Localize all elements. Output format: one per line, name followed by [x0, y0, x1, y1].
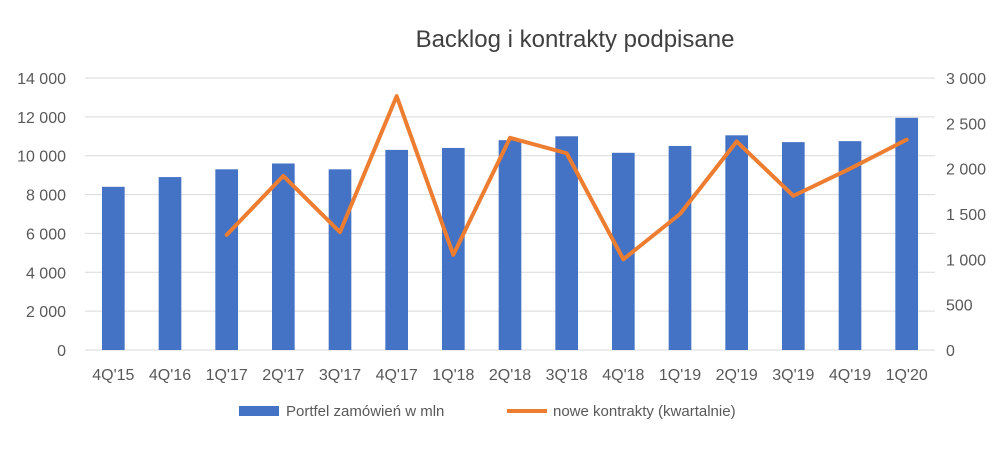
left-tick-label: 12 000 — [17, 110, 66, 127]
x-tick-label: 1Q'17 — [206, 367, 248, 384]
bar — [498, 140, 522, 350]
chart-title: Backlog i kontrakty podpisane — [416, 26, 735, 53]
x-axis-ticks: 4Q'15 4Q'16 1Q'17 2Q'17 3Q'17 4Q'17 1Q'18 2Q'18… — [92, 367, 928, 384]
line-point — [339, 231, 341, 233]
line-point — [452, 254, 454, 256]
x-tick-label: 2Q'17 — [262, 367, 304, 384]
bar — [895, 117, 918, 350]
bar — [102, 186, 125, 350]
left-tick-label: 10 000 — [17, 149, 66, 166]
legend: Portfel zamówień w mln nowe kontrakty (k… — [239, 403, 736, 420]
bar — [612, 152, 635, 350]
x-tick-label: 4Q'18 — [602, 367, 644, 384]
line-point — [509, 137, 511, 139]
x-tick-label: 3Q'19 — [772, 367, 814, 384]
line-point — [282, 175, 284, 177]
x-tick-label: 3Q'18 — [546, 367, 588, 384]
line-point — [792, 195, 794, 197]
line-point — [736, 140, 738, 142]
line-point — [679, 213, 681, 215]
right-tick-label: 1 500 — [946, 207, 986, 224]
right-tick-label: 1 000 — [946, 252, 986, 269]
bar — [668, 146, 692, 350]
right-tick-label: 2 500 — [946, 116, 986, 133]
bar — [725, 135, 748, 350]
x-tick-label: 1Q'18 — [432, 367, 474, 384]
x-tick-label: 1Q'20 — [886, 367, 928, 384]
bar — [272, 163, 295, 350]
bar — [782, 142, 805, 350]
bar — [158, 177, 182, 350]
left-tick-label: 14 000 — [17, 71, 66, 88]
right-tick-label: 3 000 — [946, 71, 986, 88]
line-point — [396, 95, 398, 97]
left-tick-label: 2 000 — [26, 304, 66, 321]
line-point — [566, 152, 568, 154]
x-tick-label: 3Q'17 — [319, 367, 361, 384]
line-point — [622, 258, 624, 260]
x-tick-label: 2Q'18 — [489, 367, 531, 384]
legend-swatch-bar — [239, 406, 279, 416]
left-axis-ticks: 0 2 000 4 000 6 000 8 000 10 000 12 000 14 000 — [17, 71, 66, 360]
bar — [385, 149, 408, 350]
bar-series — [102, 117, 918, 350]
x-tick-label: 2Q'19 — [716, 367, 758, 384]
right-tick-label: 2 000 — [946, 162, 986, 179]
x-tick-label: 4Q'19 — [829, 367, 871, 384]
bar — [555, 136, 578, 350]
legend-label-line: nowe kontrakty (kwartalnie) — [553, 403, 736, 420]
legend-label-bar: Portfel zamówień w mln — [286, 403, 444, 420]
left-tick-label: 0 — [57, 343, 66, 360]
x-tick-label: 4Q'17 — [376, 367, 418, 384]
x-tick-label: 4Q'15 — [92, 367, 134, 384]
bar — [215, 169, 238, 350]
bar — [328, 169, 352, 350]
line-point — [906, 139, 908, 141]
right-tick-label: 500 — [946, 298, 973, 315]
line-point — [849, 168, 851, 170]
x-tick-label: 4Q'16 — [149, 367, 191, 384]
right-tick-label: 0 — [946, 343, 955, 360]
left-tick-label: 6 000 — [26, 226, 66, 243]
right-axis-ticks: 0 500 1 000 1 500 2 000 2 500 3 000 — [946, 71, 986, 360]
bar — [838, 141, 862, 350]
left-tick-label: 8 000 — [26, 188, 66, 205]
line-point — [226, 234, 228, 236]
x-tick-label: 1Q'19 — [659, 367, 701, 384]
left-tick-label: 4 000 — [26, 265, 66, 282]
line-series — [224, 94, 909, 262]
